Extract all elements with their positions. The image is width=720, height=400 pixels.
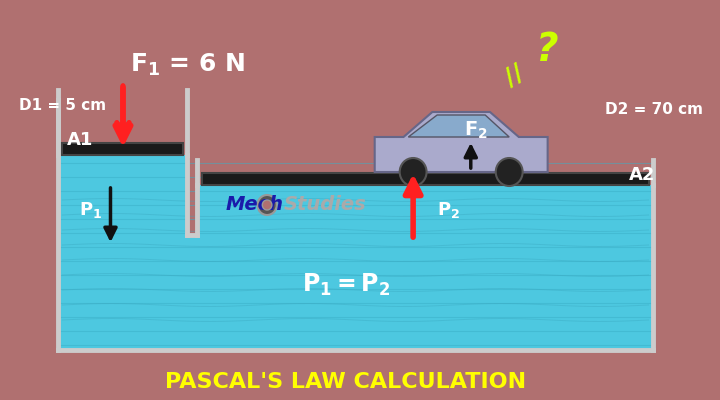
Text: $\mathbf{P_1}$: $\mathbf{P_1}$ — [78, 200, 102, 220]
Text: A1: A1 — [67, 131, 94, 149]
Text: $\mathbf{P_1 = P_2}$: $\mathbf{P_1 = P_2}$ — [302, 272, 390, 298]
Text: //: // — [500, 60, 528, 90]
Text: D2 = 70 cm: D2 = 70 cm — [606, 102, 703, 118]
Text: D1 = 5 cm: D1 = 5 cm — [19, 98, 107, 112]
Text: Mech: Mech — [225, 196, 284, 214]
Polygon shape — [374, 112, 548, 172]
Bar — [202, 173, 649, 185]
Circle shape — [496, 158, 523, 186]
Text: ?: ? — [536, 31, 559, 69]
Text: A2: A2 — [629, 166, 656, 184]
Polygon shape — [58, 235, 653, 350]
Polygon shape — [58, 155, 187, 240]
Text: $\mathbf{F_1}$ = 6 N: $\mathbf{F_1}$ = 6 N — [130, 52, 245, 78]
Text: Studies: Studies — [284, 196, 366, 214]
Polygon shape — [408, 115, 509, 137]
Text: $\mathbf{P_2}$: $\mathbf{P_2}$ — [437, 200, 460, 220]
Polygon shape — [197, 185, 653, 240]
Text: $\mathbf{F_2}$: $\mathbf{F_2}$ — [464, 119, 487, 141]
Circle shape — [262, 200, 272, 210]
Text: PASCAL'S LAW CALCULATION: PASCAL'S LAW CALCULATION — [166, 372, 526, 392]
Circle shape — [400, 158, 426, 186]
Bar — [63, 143, 183, 155]
Circle shape — [258, 195, 276, 215]
